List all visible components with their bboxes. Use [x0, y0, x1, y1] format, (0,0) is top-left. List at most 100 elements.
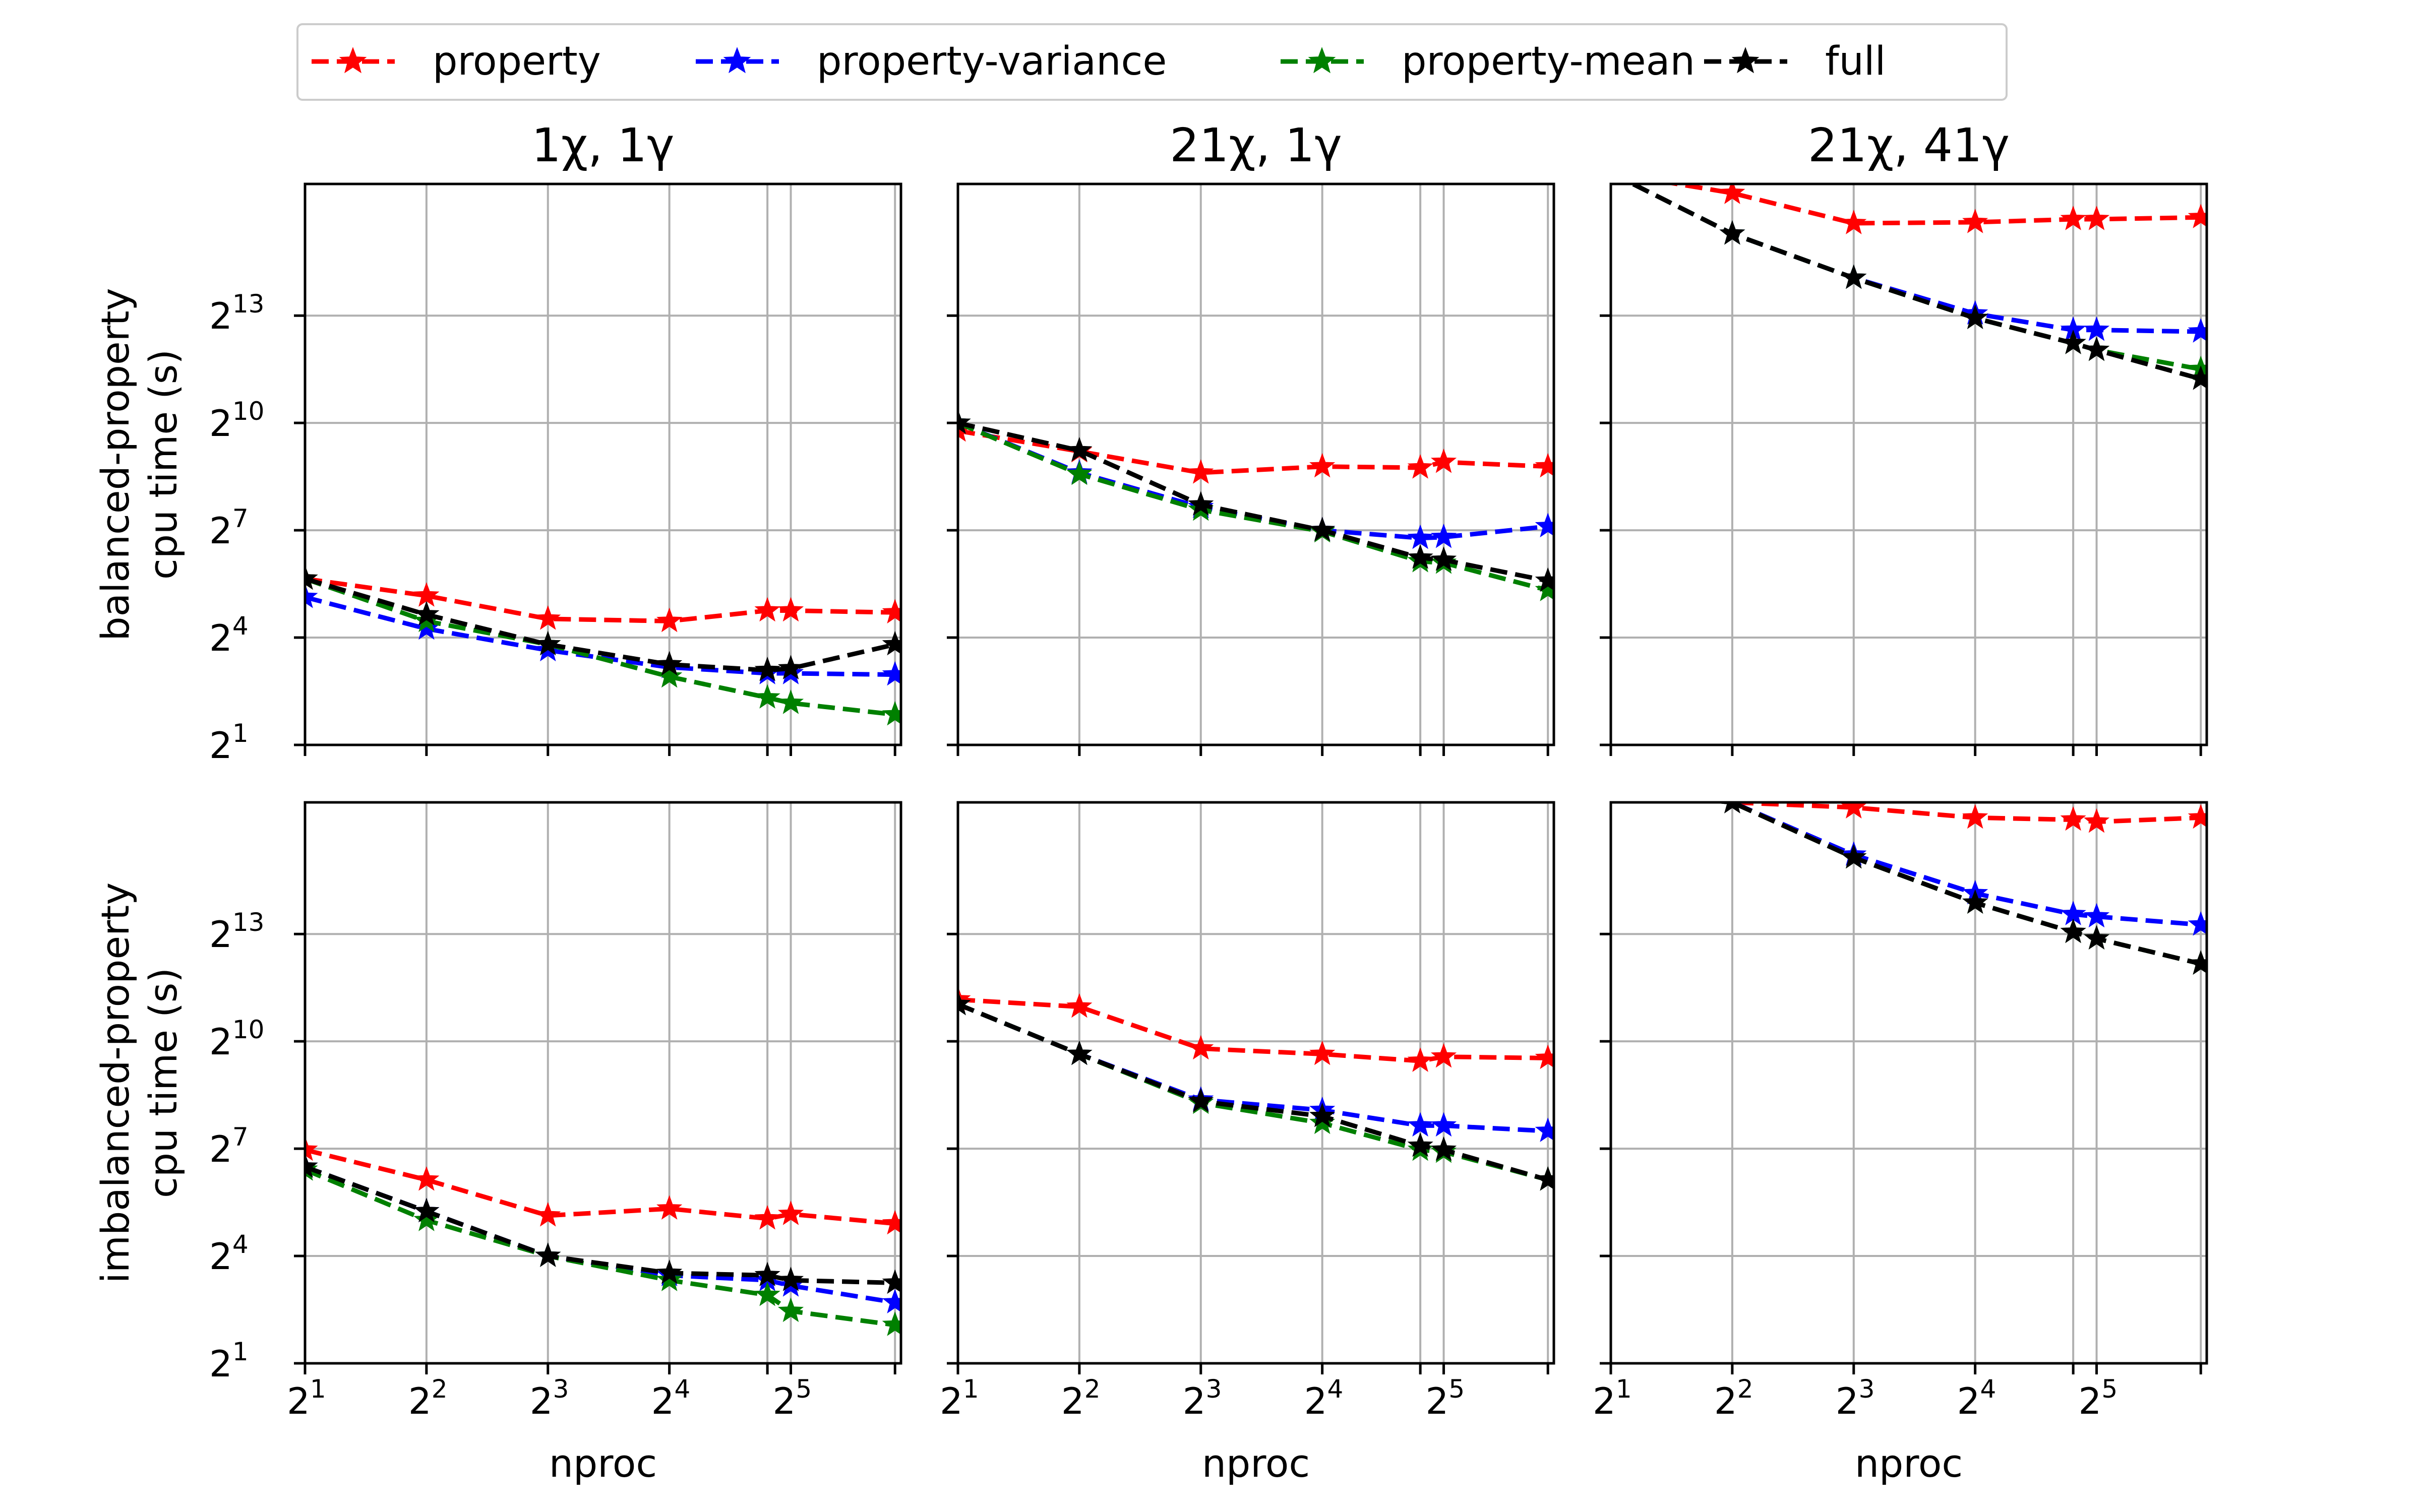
data-point-full: [1407, 544, 1433, 569]
data-point-full: [1309, 517, 1336, 541]
legend: property property-variance property-mean fu…: [296, 23, 2008, 101]
series-property: [305, 1136, 901, 1235]
data-point-property: [2060, 806, 2086, 831]
data-point-property: [1841, 210, 1867, 234]
x-tick-label: 23: [1183, 1374, 1222, 1422]
panel-title: 21χ, 41γ: [1808, 118, 2010, 172]
data-point-property-mean: [1599, 161, 1622, 182]
plot-area: [305, 565, 901, 726]
legend-marker-full: [1731, 47, 1760, 74]
series-line-property: [958, 997, 1548, 1063]
data-point-property: [2188, 804, 2207, 829]
panel-1-1: 21 24 27 210 213 1χ, 1γ balanced-property cpu t…: [93, 118, 902, 767]
plot-area: [958, 986, 1554, 1191]
data-point-property-mean: [882, 701, 901, 726]
data-point-property: [777, 1201, 804, 1225]
data-point-property: [1535, 453, 1554, 478]
legend-marker-property-mean: [1308, 47, 1336, 74]
data-point-full: [2083, 336, 2110, 361]
data-point-property-variance: [1407, 524, 1433, 549]
x-tick-label: 25: [2079, 1374, 2118, 1422]
series-full: [958, 409, 1554, 592]
legend-frame: [296, 23, 2008, 101]
data-point-full: [882, 631, 901, 656]
series-full: [1599, 779, 2207, 975]
series-line-property-mean: [1627, 184, 2202, 372]
data-point-full: [754, 656, 780, 681]
data-point-property-mean: [777, 1297, 804, 1322]
series-property-mean: [305, 1156, 901, 1336]
series-property: [1707, 802, 2207, 833]
y-tick-label: 24: [209, 1230, 249, 1278]
data-point-full: [305, 565, 318, 590]
panel-frame: [1609, 182, 2208, 746]
x-tick-label: 24: [651, 1374, 691, 1422]
y-axis-label: cpu time (s): [141, 968, 186, 1198]
grid: [1610, 184, 2207, 746]
data-point-property-variance: [2188, 318, 2207, 343]
data-point-full: [413, 1198, 440, 1223]
series-property: [958, 417, 1554, 484]
data-point-property-mean: [777, 689, 804, 714]
series-line-full: [305, 1164, 895, 1285]
x-tick-label: 23: [1836, 1374, 1875, 1422]
series-full: [305, 1153, 901, 1294]
x-axis-label: nproc: [1855, 1441, 1963, 1486]
x-tick-label: 24: [1304, 1374, 1344, 1422]
data-point-full: [2083, 925, 2110, 950]
data-point-property: [413, 582, 440, 607]
series-full: [305, 565, 901, 681]
data-point-property: [535, 605, 561, 630]
data-point-full: [1430, 1136, 1457, 1161]
series-line-property-mean: [958, 1002, 1549, 1182]
panel-frame: [304, 182, 902, 746]
data-point-property: [1962, 209, 1988, 233]
y-axis-label: imbalanced-property: [93, 883, 138, 1283]
panel-frame: [304, 801, 902, 1365]
y-tick-label: 24: [209, 611, 249, 659]
data-point-property: [535, 1202, 561, 1227]
y-tick-label: 21: [209, 719, 249, 767]
legend-entry-property: property: [312, 39, 601, 84]
data-point-property: [1962, 804, 1988, 829]
legend-entry-property-mean: property-mean: [1281, 39, 1695, 84]
data-point-property: [1066, 993, 1093, 1018]
data-point-property-variance: [1599, 161, 1622, 182]
data-point-property-variance: [1407, 1112, 1433, 1137]
data-point-property-variance: [1535, 513, 1554, 538]
data-point-property-mean: [754, 1281, 780, 1306]
data-point-property-variance: [2083, 316, 2110, 341]
data-point-property: [1719, 184, 1745, 204]
data-point-property: [2083, 206, 2110, 230]
panel-2-1: 21 22 23 24 25 21 24 27 210 213 nproc imbalanced-pr…: [93, 801, 902, 1486]
y-tick-label: 21: [209, 1337, 249, 1385]
data-point-full: [1962, 889, 1988, 914]
data-point-property: [1407, 454, 1433, 479]
data-point-full: [2060, 330, 2086, 354]
y-tick-label: 27: [209, 504, 249, 552]
legend-label: property: [433, 39, 601, 84]
panel-title: 1χ, 1γ: [531, 118, 674, 172]
data-point-property: [413, 1166, 440, 1191]
data-point-property-mean: [754, 684, 780, 709]
data-point-full: [777, 1267, 804, 1291]
x-tick-label: 25: [1426, 1374, 1465, 1422]
series-property-variance: [958, 409, 1554, 549]
data-point-property: [777, 597, 804, 622]
data-point-full: [1599, 779, 1622, 801]
series-property: [958, 986, 1554, 1072]
series-line-property-mean: [305, 577, 895, 717]
panel-2-2: 21 22 23 24 25 nproc: [940, 801, 1555, 1486]
panel-1-3: 21χ, 41γ: [1599, 118, 2208, 756]
y-tick-label: 210: [209, 397, 264, 445]
data-point-full: [656, 651, 683, 676]
x-tick-label: 22: [1714, 1374, 1753, 1422]
grid: [1610, 802, 2207, 1364]
series-line-property: [958, 428, 1548, 475]
data-point-property: [1430, 1043, 1457, 1068]
data-point-full: [1188, 1088, 1214, 1113]
data-point-full: [1841, 264, 1867, 289]
plot-area: [305, 1136, 901, 1336]
series-line-property-mean: [305, 1167, 895, 1328]
